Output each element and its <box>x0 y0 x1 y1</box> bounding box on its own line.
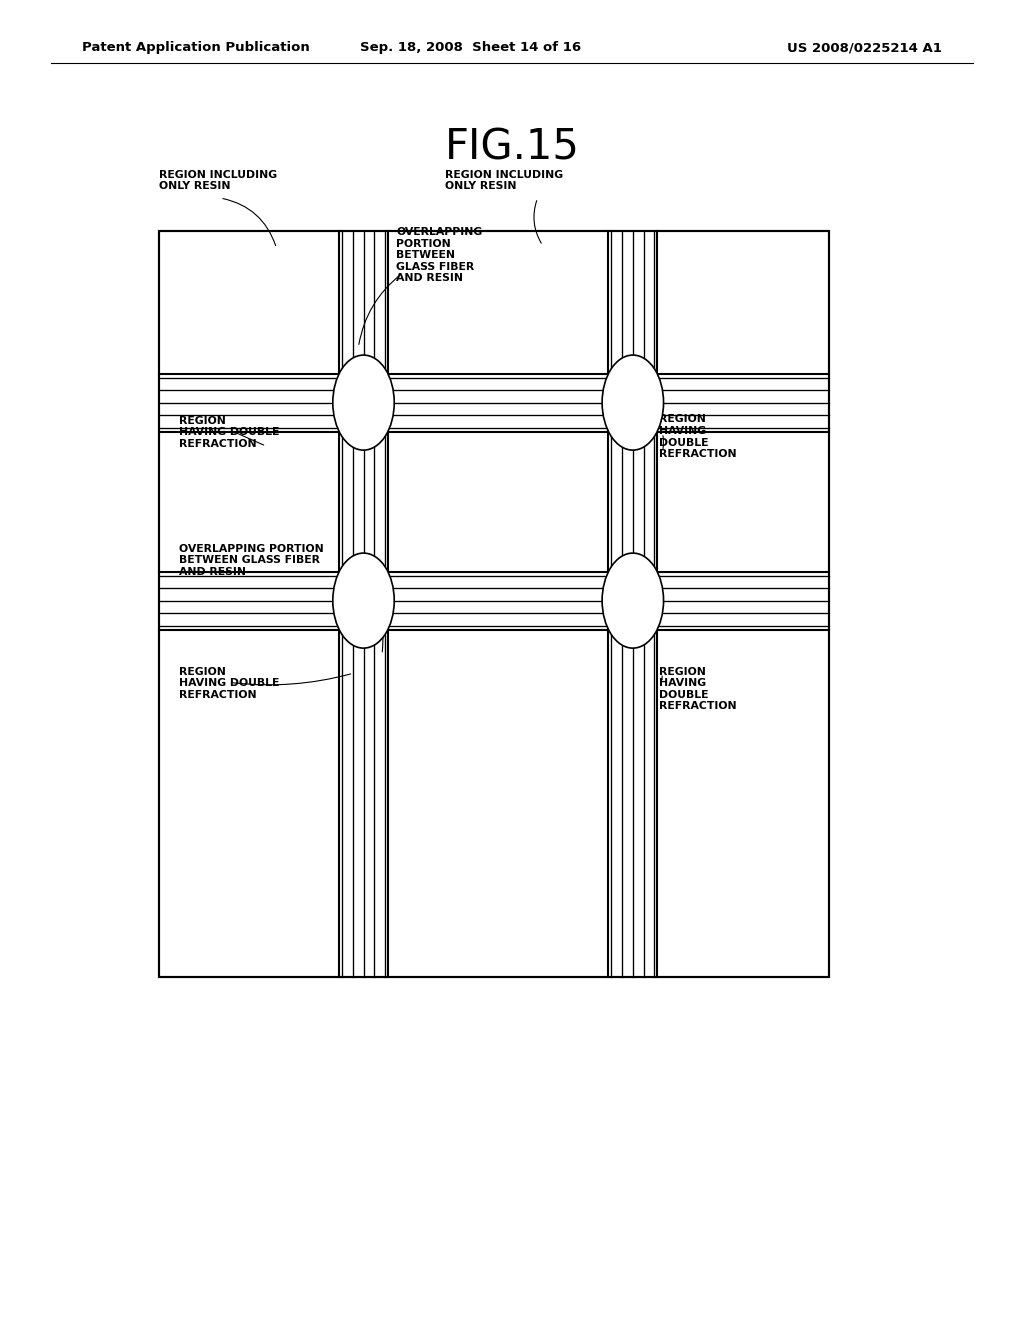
Text: OVERLAPPING PORTION
BETWEEN GLASS FIBER
AND RESIN: OVERLAPPING PORTION BETWEEN GLASS FIBER … <box>179 544 324 577</box>
Text: REGION
HAVING DOUBLE
REFRACTION: REGION HAVING DOUBLE REFRACTION <box>179 416 280 449</box>
Text: OVERLAPPING
PORTION
BETWEEN
GLASS FIBER
AND RESIN: OVERLAPPING PORTION BETWEEN GLASS FIBER … <box>396 227 482 284</box>
Text: Sep. 18, 2008  Sheet 14 of 16: Sep. 18, 2008 Sheet 14 of 16 <box>360 41 582 54</box>
Ellipse shape <box>602 355 664 450</box>
Text: FIG.15: FIG.15 <box>444 127 580 169</box>
Text: REGION INCLUDING
ONLY RESIN: REGION INCLUDING ONLY RESIN <box>445 170 563 191</box>
Text: REGION
HAVING
DOUBLE
REFRACTION: REGION HAVING DOUBLE REFRACTION <box>659 414 737 459</box>
Text: REGION INCLUDING
ONLY RESIN: REGION INCLUDING ONLY RESIN <box>159 170 276 191</box>
Ellipse shape <box>333 355 394 450</box>
Text: REGION
HAVING
DOUBLE
REFRACTION: REGION HAVING DOUBLE REFRACTION <box>659 667 737 711</box>
Polygon shape <box>159 231 829 977</box>
Ellipse shape <box>333 553 394 648</box>
Ellipse shape <box>602 553 664 648</box>
Text: Patent Application Publication: Patent Application Publication <box>82 41 309 54</box>
Text: REGION
HAVING DOUBLE
REFRACTION: REGION HAVING DOUBLE REFRACTION <box>179 667 280 700</box>
Text: US 2008/0225214 A1: US 2008/0225214 A1 <box>787 41 942 54</box>
